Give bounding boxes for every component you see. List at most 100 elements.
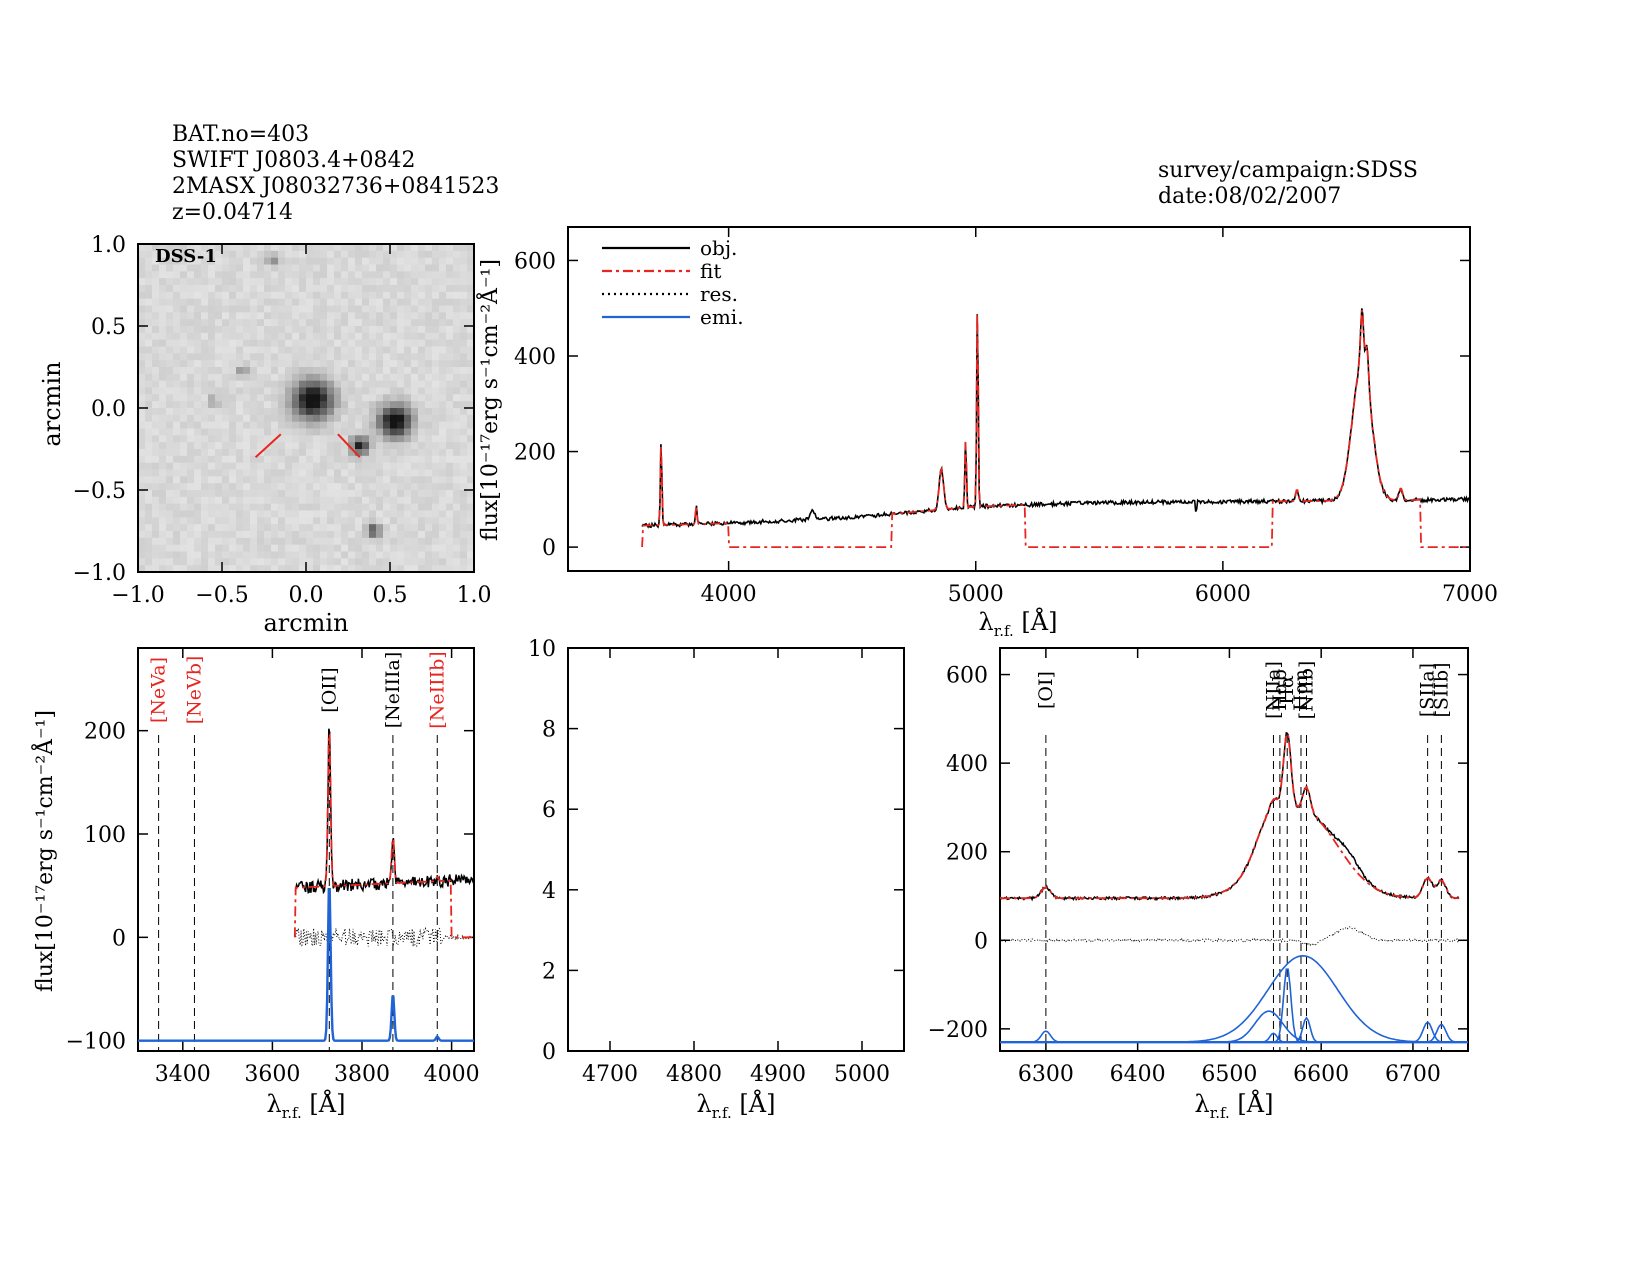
image-pixel (257, 435, 265, 443)
image-pixel (166, 285, 174, 293)
image-pixel (460, 264, 468, 272)
image-pixel (166, 510, 174, 518)
image-pixel (201, 305, 209, 313)
image-pixel (348, 524, 356, 532)
image-pixel (264, 462, 272, 471)
image-pixel (320, 517, 328, 525)
image-pixel (250, 435, 258, 443)
image-pixel (222, 332, 230, 341)
image-pixel (201, 551, 209, 559)
dss_image-axes: −1.0 −0.5 0.0 0.5 1.0−1.0−0.50.00.51.0 (73, 233, 492, 608)
image-pixel (355, 469, 363, 477)
image-pixel (418, 414, 426, 423)
image-pixel (411, 353, 419, 361)
image-pixel (320, 332, 328, 341)
image-pixel (180, 476, 188, 484)
image-pixel (187, 332, 195, 341)
image-pixel (173, 503, 181, 512)
image-pixel (285, 544, 293, 553)
image-pixel (453, 244, 461, 252)
image-pixel (453, 326, 461, 334)
image-pixel (362, 291, 370, 300)
image-pixel (229, 469, 237, 477)
image-pixel (404, 510, 412, 518)
image-pixel (362, 244, 370, 252)
image-pixel (152, 544, 160, 553)
image-pixel (229, 408, 237, 416)
image-pixel (159, 414, 167, 423)
image-pixel (306, 401, 314, 409)
image-pixel (208, 496, 216, 505)
image-pixel (257, 428, 265, 436)
image-pixel (341, 271, 349, 279)
image-pixel (173, 326, 181, 334)
image-pixel (341, 387, 349, 395)
image-pixel (138, 455, 146, 464)
image-pixel (327, 291, 335, 300)
image-pixel (257, 551, 265, 559)
image-pixel (187, 483, 195, 491)
image-pixel (264, 490, 272, 498)
image-pixel (439, 565, 447, 573)
image-pixel (180, 332, 188, 341)
image-pixel (173, 353, 181, 361)
image-pixel (390, 285, 398, 293)
image-pixel (145, 510, 153, 518)
image-pixel (341, 483, 349, 491)
image-pixel (292, 544, 300, 553)
image-pixel (460, 414, 468, 423)
image-pixel (201, 387, 209, 395)
image-pixel (257, 305, 265, 313)
image-pixel (425, 291, 433, 300)
image-pixel (404, 250, 412, 259)
image-pixel (376, 312, 384, 320)
image-pixel (138, 312, 146, 320)
image-pixel (152, 360, 160, 368)
image-pixel (173, 544, 181, 553)
image-pixel (362, 455, 370, 464)
image-pixel (215, 462, 223, 471)
image-pixel (299, 442, 307, 450)
image-pixel (390, 271, 398, 279)
image-pixel (467, 510, 475, 518)
image-pixel (404, 319, 412, 327)
image-pixel (383, 360, 391, 368)
image-pixel (341, 517, 349, 525)
image-pixel (194, 250, 202, 259)
image-pixel (194, 285, 202, 293)
image-pixel (208, 544, 216, 553)
image-pixel (187, 305, 195, 313)
image-pixel (467, 394, 475, 402)
image-pixel (271, 414, 279, 423)
image-pixel (152, 394, 160, 402)
image-pixel (327, 490, 335, 498)
image-pixel (439, 257, 447, 266)
image-pixel (292, 367, 300, 375)
image-pixel (355, 244, 363, 252)
image-pixel (257, 455, 265, 464)
image-pixel (313, 537, 321, 546)
image-pixel (166, 332, 174, 341)
image-pixel (250, 442, 258, 450)
image-pixel (453, 551, 461, 559)
image-pixel (271, 510, 279, 518)
image-pixel (285, 346, 293, 354)
image-pixel (453, 503, 461, 512)
image-pixel (439, 524, 447, 532)
image-pixel (299, 278, 307, 286)
image-pixel (467, 537, 475, 546)
image-pixel (257, 421, 265, 430)
image-pixel (313, 257, 321, 266)
image-pixel (348, 421, 356, 430)
image-pixel (383, 462, 391, 471)
image-pixel (201, 312, 209, 320)
image-pixel (236, 496, 244, 505)
image-pixel (278, 503, 286, 512)
image-pixel (215, 503, 223, 512)
image-pixel (306, 353, 314, 361)
image-pixel (439, 551, 447, 559)
image-pixel (215, 442, 223, 450)
image-pixel (243, 346, 251, 354)
image-pixel (425, 346, 433, 354)
